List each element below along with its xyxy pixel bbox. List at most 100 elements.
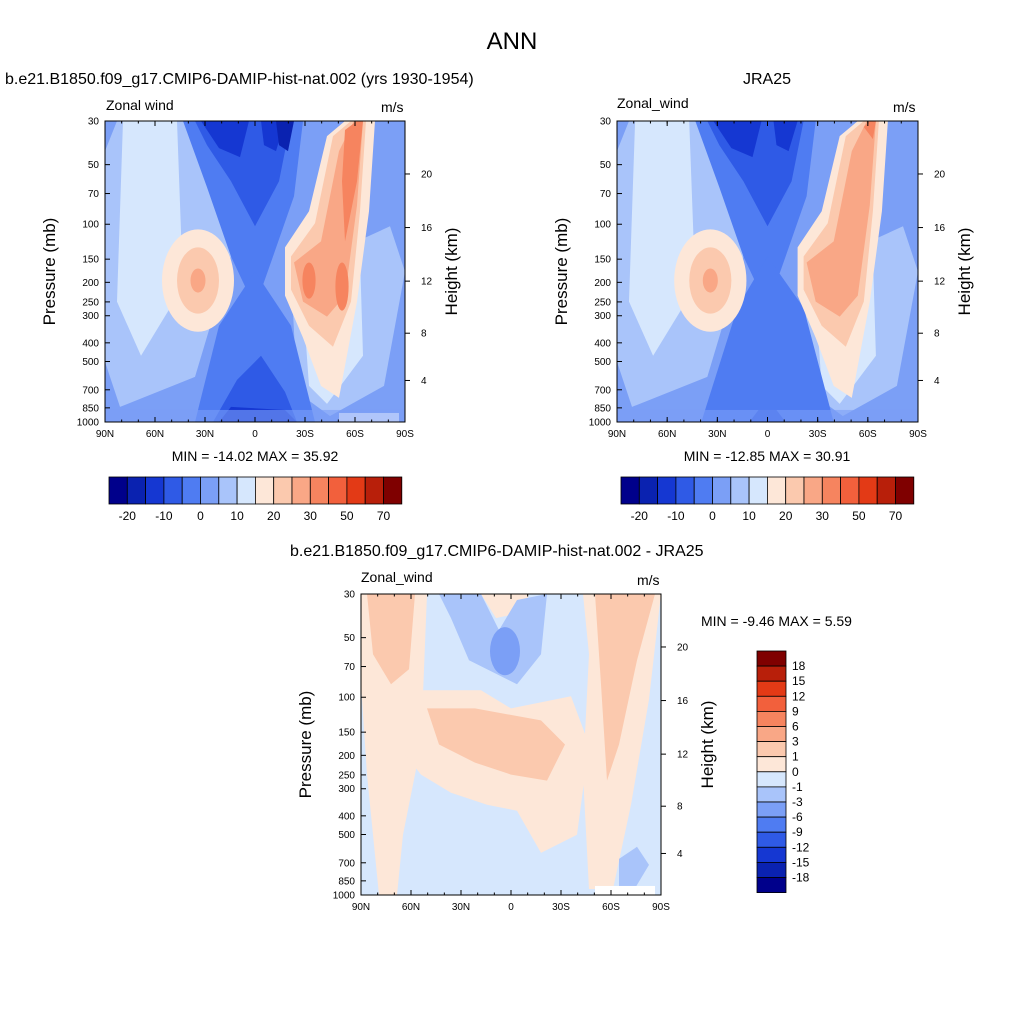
contour-region	[427, 708, 565, 781]
x-tick-label: 90S	[652, 902, 670, 913]
x-tick-label: 60S	[346, 429, 364, 440]
colorbar-box	[840, 476, 860, 505]
y-right-tick-label: 8	[934, 329, 940, 340]
y-right-tick-label: 20	[421, 169, 433, 180]
figure-title: ANN	[486, 28, 538, 55]
y-axis-label: Pressure (mb)	[40, 218, 59, 326]
y-tick-label: 400	[338, 811, 355, 822]
y-tick-label: 700	[82, 385, 99, 396]
y-tick-label: 200	[338, 751, 355, 762]
panel-2-plot: 90N 60N 30N 0 30S 60S 90S 30 50 70 100 150 200 250 300…	[552, 117, 974, 441]
colorbar-box	[712, 476, 732, 505]
panel-1-stats: MIN = -14.02 MAX = 35.92	[171, 448, 339, 464]
colorbar-box	[218, 476, 238, 505]
colorbar-box	[181, 476, 201, 505]
colorbar-2: -20 -10 0 10 20 30 50 70	[620, 476, 915, 523]
colorbar-label: 1	[792, 750, 799, 764]
y-right-axis-label: Height (km)	[698, 701, 717, 789]
colorbar-box	[236, 476, 256, 505]
colorbar-box	[756, 711, 787, 727]
y-tick-label: 1000	[333, 891, 356, 902]
colorbar-box	[254, 476, 275, 505]
y-tick-label: 30	[600, 117, 612, 128]
colorbar-box	[200, 476, 220, 505]
colorbar-box	[756, 650, 787, 667]
y-tick-label: 100	[338, 693, 355, 704]
panel-3-plot: 90N 60N 30N 0 30S 60S 90S 30 50 70 100 150 200 250 300…	[296, 590, 717, 914]
y-right-tick-label: 20	[934, 169, 946, 180]
colorbar-box	[756, 816, 787, 833]
colorbar-label: 70	[377, 509, 391, 523]
contour-region	[619, 846, 649, 895]
y-right-tick-label: 12	[421, 277, 433, 288]
y-axis-label: Pressure (mb)	[296, 691, 315, 799]
colorbar-box	[291, 476, 311, 505]
colorbar-label: 30	[304, 509, 318, 523]
y-tick-label: 300	[338, 784, 355, 795]
colorbar-label: 18	[792, 659, 806, 673]
jet-contour	[190, 268, 206, 293]
contour-region	[490, 627, 520, 676]
y-tick-label: 50	[88, 160, 100, 171]
x-tick-label: 90S	[396, 429, 414, 440]
colorbar-box	[767, 476, 787, 505]
panel-2-title: JRA25	[742, 71, 792, 88]
colorbar-label: 0	[709, 509, 716, 523]
y-tick-label: 400	[82, 338, 99, 349]
y-tick-label: 200	[82, 278, 99, 289]
colorbar-box	[756, 786, 787, 803]
y-tick-label: 850	[338, 876, 355, 887]
contour-field	[105, 121, 405, 422]
colorbar-label: 3	[792, 735, 799, 749]
y-tick-label: 300	[594, 311, 611, 322]
colorbar-label: 50	[852, 509, 866, 523]
colorbar-box	[756, 801, 787, 818]
y-right-tick-label: 4	[677, 849, 683, 860]
y-tick-label: 850	[82, 403, 99, 414]
y-tick-label: 500	[338, 830, 355, 841]
contour-region	[367, 594, 415, 685]
colorbar-box	[730, 476, 750, 505]
colorbar-box	[895, 476, 915, 505]
colorbar-label: 20	[267, 509, 281, 523]
colorbar-label: 6	[792, 720, 799, 734]
colorbar-label: -10	[667, 509, 685, 523]
y-right-tick-label: 20	[677, 642, 689, 653]
colorbar-box	[756, 877, 787, 894]
y-tick-label: 250	[594, 297, 611, 308]
colorbar-box	[346, 476, 366, 505]
panel-2-stats: MIN = -12.85 MAX = 30.91	[683, 448, 851, 464]
colorbar-box	[876, 476, 896, 505]
y-tick-label: 50	[344, 633, 356, 644]
y-right-tick-label: 12	[934, 277, 946, 288]
colorbar-box	[273, 476, 293, 505]
y-right-tick-label: 16	[677, 696, 689, 707]
panel-1-units: m/s	[381, 99, 404, 115]
panel-1-title: b.e21.B1850.f09_g17.CMIP6-DAMIP-hist-nat…	[5, 71, 474, 88]
y-tick-label: 50	[600, 160, 612, 171]
missing-data	[595, 885, 655, 895]
colorbar-box	[756, 665, 787, 682]
colorbar-box	[126, 476, 147, 505]
colorbar-box	[756, 695, 787, 712]
colorbar-label: -9	[792, 825, 803, 839]
jet-contour	[342, 121, 363, 242]
colorbar-label: -1	[792, 780, 803, 794]
y-right-tick-label: 4	[934, 376, 940, 387]
colorbar-label: 15	[792, 674, 806, 688]
colorbar-box	[756, 680, 787, 697]
y-tick-label: 150	[338, 728, 355, 739]
colorbar-label: 0	[197, 509, 204, 523]
colorbar-label: 10	[230, 509, 244, 523]
jet-contour	[302, 262, 316, 299]
colorbar-label: -18	[792, 871, 810, 885]
x-tick-label: 0	[508, 902, 514, 913]
x-tick-label: 30N	[452, 902, 470, 913]
x-tick-label: 0	[765, 429, 771, 440]
y-tick-label: 70	[344, 662, 356, 673]
contour-region	[213, 355, 297, 422]
y-tick-label: 100	[82, 220, 99, 231]
contour-region	[773, 121, 798, 152]
y-right-tick-label: 8	[421, 329, 427, 340]
